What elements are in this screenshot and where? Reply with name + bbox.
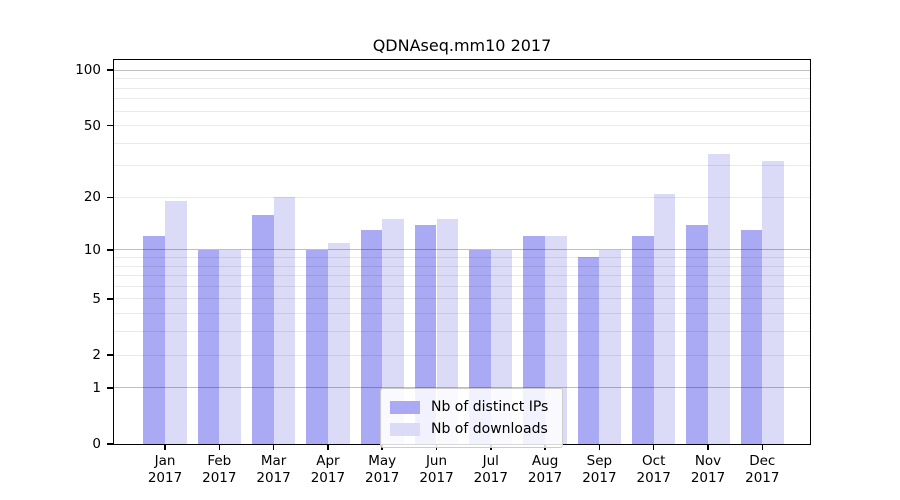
x-tick-label: Nov 2017 [690, 453, 726, 486]
bar-distinct-ips-feb [197, 249, 220, 444]
x-tick-label: Aug 2017 [527, 453, 563, 486]
x-tick-label: Jun 2017 [419, 453, 454, 486]
x-tick-label: Oct 2017 [636, 453, 671, 486]
legend-item-distinct-ips: Nb of distinct IPs [390, 396, 548, 418]
x-tick-mark [327, 444, 329, 450]
bar-downloads-feb [219, 249, 241, 444]
legend-swatch-downloads [390, 422, 420, 436]
bar-downloads-nov [708, 153, 730, 444]
y-tick-mark [107, 69, 113, 71]
bar-downloads-jan [165, 201, 187, 444]
x-tick-mark [272, 444, 275, 450]
bar-distinct-ips-oct [632, 236, 654, 444]
y-axis: 0 1 2 5 10 20 50 100 [0, 60, 113, 452]
legend-label-distinct-ips: Nb of distinct IPs [431, 399, 549, 415]
y-tick-mark [107, 387, 113, 389]
bar-downloads-dec [762, 160, 784, 444]
x-tick-mark [761, 444, 764, 450]
bar-downloads-oct [653, 193, 676, 444]
legend-label-downloads: Nb of downloads [431, 421, 548, 437]
x-tick-label: Sep 2017 [582, 453, 617, 486]
x-tick-label: May 2017 [365, 453, 400, 486]
y-tick-label: 100 [75, 62, 101, 79]
y-tick-mark [107, 124, 113, 127]
bar-downloads-sep [599, 249, 622, 444]
x-axis: Jan 2017 Feb 2017 Mar 2017 Apr 2017 May 2017 Jun 20… [114, 444, 810, 494]
bar-distinct-ips-sep [577, 257, 600, 444]
y-tick-mark [107, 354, 113, 356]
x-tick-label: Dec 2017 [745, 453, 780, 486]
x-tick-label: Apr 2017 [310, 453, 346, 486]
x-tick-mark [652, 444, 655, 450]
y-tick-label: 50 [83, 117, 101, 134]
y-tick-mark [107, 298, 113, 300]
bar-downloads-apr [327, 242, 350, 444]
chart-title: QDNAseq.mm10 2017 [372, 36, 552, 55]
plot-area: Nb of distinct IPs Nb of downloads [113, 59, 811, 448]
y-tick-label: 20 [83, 189, 101, 206]
bar-distinct-ips-nov [686, 224, 708, 444]
bar-downloads-jun [436, 219, 459, 444]
bars-layer [114, 60, 810, 444]
x-tick-label: Jan 2017 [147, 453, 183, 486]
y-tick-mark [107, 443, 113, 445]
y-tick-mark [107, 196, 113, 199]
bar-distinct-ips-jan [143, 236, 165, 444]
y-tick-label: 10 [83, 241, 101, 258]
y-tick-label: 1 [92, 379, 101, 396]
x-tick-mark [164, 444, 166, 450]
x-tick-label: Feb 2017 [202, 453, 237, 486]
y-tick-mark [107, 249, 113, 251]
bar-distinct-ips-apr [306, 249, 328, 444]
x-tick-label: Jul 2017 [473, 453, 508, 486]
y-tick-label: 0 [92, 436, 101, 452]
legend-item-downloads: Nb of downloads [390, 418, 548, 440]
x-tick-label: Mar 2017 [256, 453, 291, 486]
x-tick-mark [707, 444, 709, 450]
bar-downloads-mar [273, 197, 296, 444]
y-tick-label: 5 [92, 290, 101, 307]
bar-distinct-ips-dec [740, 230, 763, 444]
bar-downloads-may [382, 219, 404, 444]
legend: Nb of distinct IPs Nb of downloads [380, 388, 564, 448]
y-tick-label: 2 [92, 347, 101, 363]
x-tick-mark [598, 444, 601, 450]
bar-distinct-ips-may [360, 230, 383, 444]
legend-swatch-distinct-ips [390, 400, 420, 414]
x-tick-mark [218, 444, 221, 450]
bar-distinct-ips-mar [251, 214, 274, 444]
